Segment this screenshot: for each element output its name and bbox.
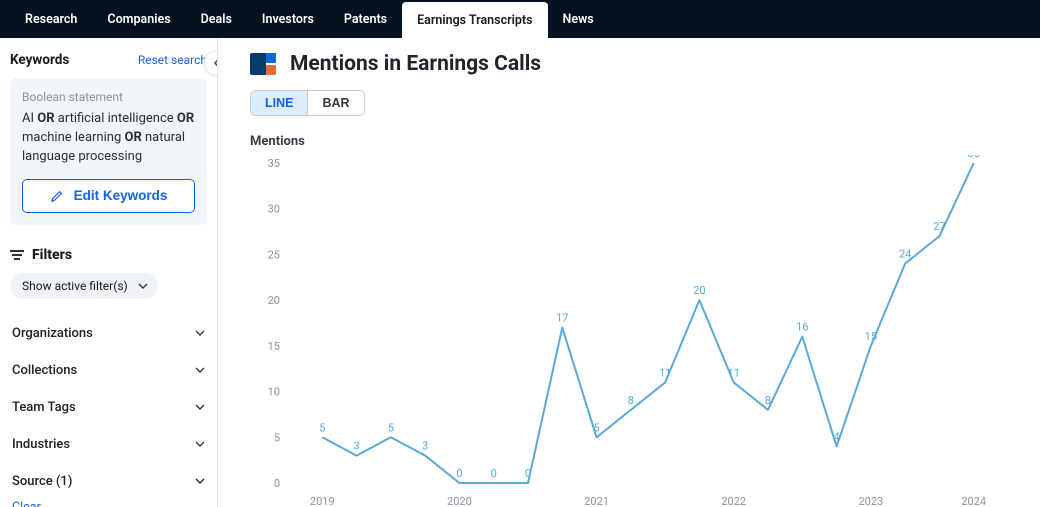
chevron-down-icon (195, 328, 205, 338)
pencil-icon (50, 189, 64, 203)
svg-text:20: 20 (693, 284, 705, 297)
svg-text:2023: 2023 (858, 495, 883, 507)
filter-section-source-1-[interactable]: Source (1) (10, 463, 207, 500)
svg-text:16: 16 (796, 321, 808, 334)
boolean-statement-label: Boolean statement (22, 90, 195, 104)
svg-text:2019: 2019 (310, 495, 335, 507)
filter-section-industries[interactable]: Industries (10, 426, 207, 463)
chart-type-toggle: LINE BAR (250, 90, 365, 116)
svg-text:2022: 2022 (721, 495, 746, 507)
nav-tab-news[interactable]: News (548, 0, 609, 38)
nav-tab-patents[interactable]: Patents (329, 0, 402, 38)
keywords-card: Boolean statement AI OR artificial intel… (10, 78, 207, 225)
svg-text:8: 8 (765, 394, 771, 407)
filter-section-label: Organizations (12, 326, 93, 341)
nav-tab-investors[interactable]: Investors (247, 0, 329, 38)
clear-filters-link[interactable]: Clear (10, 500, 207, 507)
chevron-down-icon (195, 365, 205, 375)
svg-text:2020: 2020 (447, 495, 472, 507)
chevron-down-icon (195, 402, 205, 412)
chevron-down-icon (195, 439, 205, 449)
nav-tab-research[interactable]: Research (10, 0, 92, 38)
boolean-statement-text: AI OR artificial intelligence OR machine… (22, 110, 195, 167)
svg-text:0: 0 (456, 467, 462, 480)
svg-text:0: 0 (274, 477, 280, 490)
sidebar: Keywords Reset search Boolean statement … (0, 38, 218, 507)
svg-text:0: 0 (491, 467, 497, 480)
svg-text:5: 5 (593, 421, 599, 434)
chart-y-axis-title: Mentions (250, 134, 1030, 149)
svg-text:27: 27 (933, 220, 945, 233)
page-title: Mentions in Earnings Calls (290, 52, 541, 76)
filter-section-team-tags[interactable]: Team Tags (10, 389, 207, 426)
svg-text:4: 4 (833, 430, 839, 443)
svg-text:15: 15 (865, 330, 877, 343)
svg-text:20: 20 (268, 294, 280, 307)
reset-search-link[interactable]: Reset search (138, 53, 207, 67)
filter-section-label: Team Tags (12, 400, 76, 415)
svg-text:10: 10 (268, 386, 280, 399)
svg-text:30: 30 (268, 203, 280, 216)
svg-text:17: 17 (556, 312, 568, 325)
filter-section-label: Collections (12, 363, 77, 378)
show-active-filters-button[interactable]: Show active filter(s) (10, 273, 158, 299)
nav-tab-deals[interactable]: Deals (186, 0, 247, 38)
nav-tab-companies[interactable]: Companies (92, 0, 185, 38)
filter-section-collections[interactable]: Collections (10, 352, 207, 389)
toggle-bar-button[interactable]: BAR (308, 91, 363, 115)
svg-text:5: 5 (319, 421, 325, 434)
filter-section-organizations[interactable]: Organizations (10, 315, 207, 352)
svg-text:3: 3 (353, 440, 359, 453)
svg-text:2024: 2024 (961, 495, 986, 507)
svg-text:24: 24 (899, 248, 911, 261)
nav-tab-earnings-transcripts[interactable]: Earnings Transcripts (402, 2, 547, 38)
svg-text:11: 11 (728, 366, 740, 379)
keywords-heading: Keywords (10, 52, 69, 68)
mentions-chart: 0510152025303520192020202120222023202453… (250, 155, 1030, 507)
show-active-filters-label: Show active filter(s) (22, 279, 128, 293)
toggle-line-button[interactable]: LINE (251, 91, 308, 115)
svg-text:15: 15 (268, 340, 280, 353)
collapse-sidebar-button[interactable] (204, 50, 218, 76)
edit-keywords-button[interactable]: Edit Keywords (22, 179, 195, 213)
svg-text:35: 35 (968, 155, 980, 160)
svg-text:5: 5 (274, 431, 280, 444)
filters-heading-text: Filters (32, 247, 72, 263)
svg-text:0: 0 (525, 467, 531, 480)
chevron-down-icon (138, 281, 148, 291)
filter-section-label: Industries (12, 437, 70, 452)
svg-text:8: 8 (628, 394, 634, 407)
brand-logo-icon (250, 53, 276, 75)
svg-text:5: 5 (388, 421, 394, 434)
filters-heading: Filters (10, 247, 207, 263)
svg-text:25: 25 (268, 248, 280, 261)
edit-keywords-label: Edit Keywords (74, 188, 168, 203)
chevron-down-icon (195, 476, 205, 486)
svg-text:35: 35 (268, 157, 280, 170)
svg-text:3: 3 (422, 440, 428, 453)
svg-text:2021: 2021 (584, 495, 609, 507)
svg-text:11: 11 (659, 366, 671, 379)
filter-section-label: Source (1) (12, 474, 72, 489)
top-nav: ResearchCompaniesDealsInvestorsPatentsEa… (0, 0, 1040, 38)
main-panel: Mentions in Earnings Calls LINE BAR Ment… (218, 38, 1040, 507)
filter-icon (10, 249, 24, 261)
